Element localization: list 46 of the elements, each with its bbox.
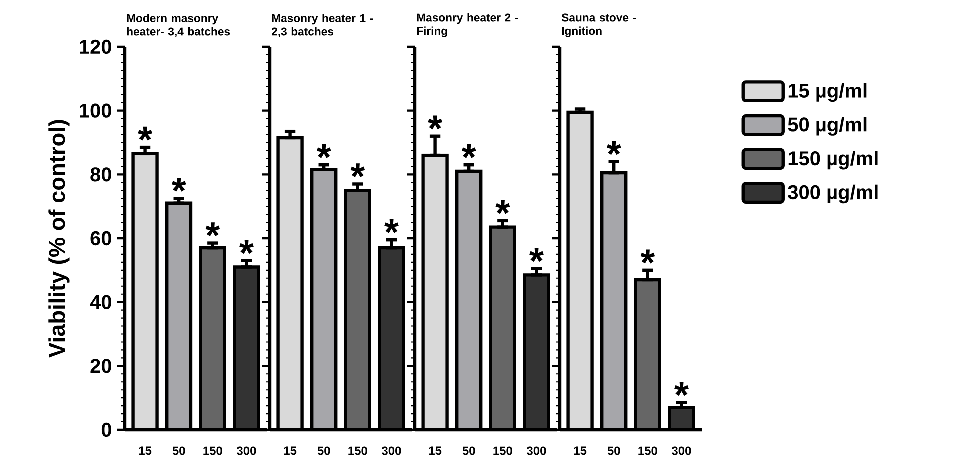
- annotation: *: [462, 144, 476, 158]
- annotation: *: [240, 240, 254, 254]
- x-tick-label: 15: [139, 446, 152, 456]
- annotation: *: [428, 116, 443, 130]
- chart-title: Masonry heater 1 - 2,3 batches: [272, 14, 374, 38]
- annotation: *: [606, 141, 622, 156]
- y-tick-label: 100: [80, 104, 112, 118]
- x-tick-label: 300: [382, 446, 402, 456]
- x-tick-label: 15: [284, 446, 297, 456]
- x-tick-label: 50: [172, 446, 186, 456]
- annotation: *: [350, 164, 366, 178]
- y-tick-label: 80: [90, 168, 112, 182]
- legend-label: 150 µg/ml: [788, 150, 878, 170]
- annotation: *: [138, 126, 153, 141]
- annotation: *: [530, 248, 544, 262]
- annotation: *: [640, 250, 656, 264]
- y-tick-label: 60: [90, 231, 112, 246]
- annotation: *: [674, 382, 689, 396]
- annotation: *: [316, 144, 332, 158]
- x-tick-label: 150: [204, 446, 222, 456]
- y-tick-label: 20: [90, 359, 112, 374]
- legend-label: 300 µg/ml: [788, 184, 878, 204]
- chart-title: Sauna stove - Ignition: [562, 14, 636, 38]
- legend-label: 15 µg/ml: [788, 83, 867, 102]
- x-tick-label: 150: [494, 446, 512, 456]
- y-tick-label: 0: [102, 422, 112, 438]
- y-tick-label: 40: [90, 295, 112, 310]
- annotation: *: [496, 200, 510, 214]
- x-tick-label: 50: [462, 446, 476, 456]
- annotation: *: [172, 178, 186, 192]
- legend-label: 50 µg/ml: [788, 117, 867, 136]
- x-tick-label: 300: [236, 446, 256, 456]
- x-tick-label: 150: [638, 446, 658, 456]
- y-axis-title: Viability (% of control): [48, 120, 70, 358]
- annotation: *: [384, 219, 399, 234]
- annotation: *: [206, 222, 220, 237]
- chart-title: Modern masonry heater- 3,4 batches: [127, 14, 230, 38]
- x-tick-label: 50: [608, 446, 620, 456]
- x-tick-label: 50: [318, 446, 330, 456]
- y-tick-label: 120: [80, 40, 112, 54]
- x-tick-label: 300: [672, 446, 692, 456]
- x-tick-label: 150: [348, 446, 368, 456]
- chart-title: Masonry heater 2 - Firing: [417, 13, 518, 38]
- x-tick-label: 15: [574, 446, 587, 456]
- x-tick-label: 15: [429, 446, 442, 456]
- x-tick-label: 300: [526, 446, 546, 456]
